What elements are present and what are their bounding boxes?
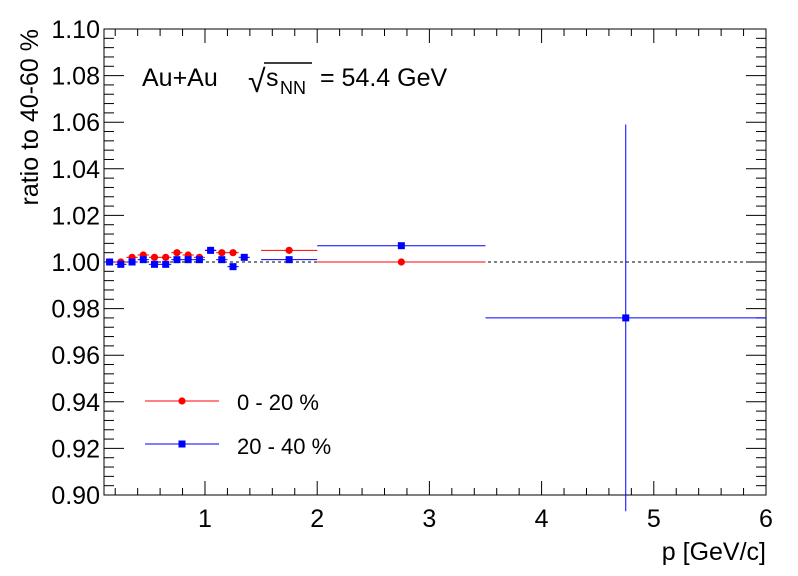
y-tick-label: 1.06 — [51, 109, 100, 137]
data-point — [218, 256, 226, 264]
annotation-var: s — [266, 64, 279, 92]
axis-ticks — [104, 28, 767, 496]
data-point — [162, 260, 170, 268]
annotation-subscript: NN — [280, 78, 306, 98]
data-point — [106, 258, 114, 266]
data-series — [104, 124, 766, 512]
data-point — [397, 242, 405, 250]
annotation-prefix: Au+Au — [142, 64, 218, 92]
y-tick-label: 0.94 — [51, 389, 100, 417]
data-point — [240, 253, 248, 261]
data-point — [128, 258, 136, 266]
axis-tick-labels: 0.90 0.92 0.94 0.96 0.98 1.00 1.02 1.04 1.06 1.08… — [51, 16, 773, 533]
legend-label-1: 20 - 40 % — [237, 434, 331, 459]
data-point — [285, 256, 293, 264]
series-1 — [104, 124, 766, 512]
data-point — [195, 256, 203, 264]
y-tick-label: 0.98 — [51, 296, 100, 324]
data-point — [139, 256, 147, 264]
data-point — [285, 246, 293, 254]
data-point — [622, 314, 630, 322]
data-point — [207, 246, 215, 254]
x-tick-label: 6 — [759, 505, 773, 533]
y-tick-label: 0.96 — [51, 342, 100, 370]
legend-marker-0 — [178, 397, 186, 405]
x-tick-label: 2 — [310, 505, 324, 533]
annotation-sqrt: √ — [248, 63, 266, 99]
data-point — [229, 249, 237, 257]
x-tick-label: 1 — [198, 505, 212, 533]
y-tick-label: 1.04 — [51, 156, 100, 184]
y-tick-label: 1.08 — [51, 63, 100, 91]
x-tick-label: 4 — [535, 505, 549, 533]
data-point — [229, 263, 237, 271]
y-tick-label: 1.02 — [51, 202, 100, 230]
y-tick-label: 0.90 — [51, 482, 100, 510]
y-tick-label: 1.00 — [51, 249, 100, 277]
legend-marker-1 — [178, 440, 186, 448]
y-tick-label: 0.92 — [51, 435, 100, 463]
legend-label-0: 0 - 20 % — [237, 390, 319, 415]
annotation: Au+Au √ s NN = 54.4 GeV — [142, 62, 447, 99]
data-point — [218, 249, 226, 257]
x-tick-label: 3 — [422, 505, 436, 533]
data-point — [173, 256, 181, 264]
annotation-suffix: = 54.4 GeV — [320, 64, 447, 92]
y-tick-label: 1.10 — [51, 16, 100, 44]
data-point — [162, 253, 170, 261]
legend: 0 - 20 % 20 - 40 % — [145, 390, 331, 459]
data-point — [173, 249, 181, 257]
data-point — [150, 253, 159, 261]
data-point — [184, 256, 192, 264]
data-point — [397, 258, 405, 266]
x-tick-label: 5 — [647, 505, 661, 533]
data-point — [117, 260, 125, 268]
x-axis-label: p [GeV/c] — [662, 538, 766, 566]
data-point — [150, 260, 158, 268]
y-axis-label: ratio to 40-60 % — [16, 29, 44, 206]
